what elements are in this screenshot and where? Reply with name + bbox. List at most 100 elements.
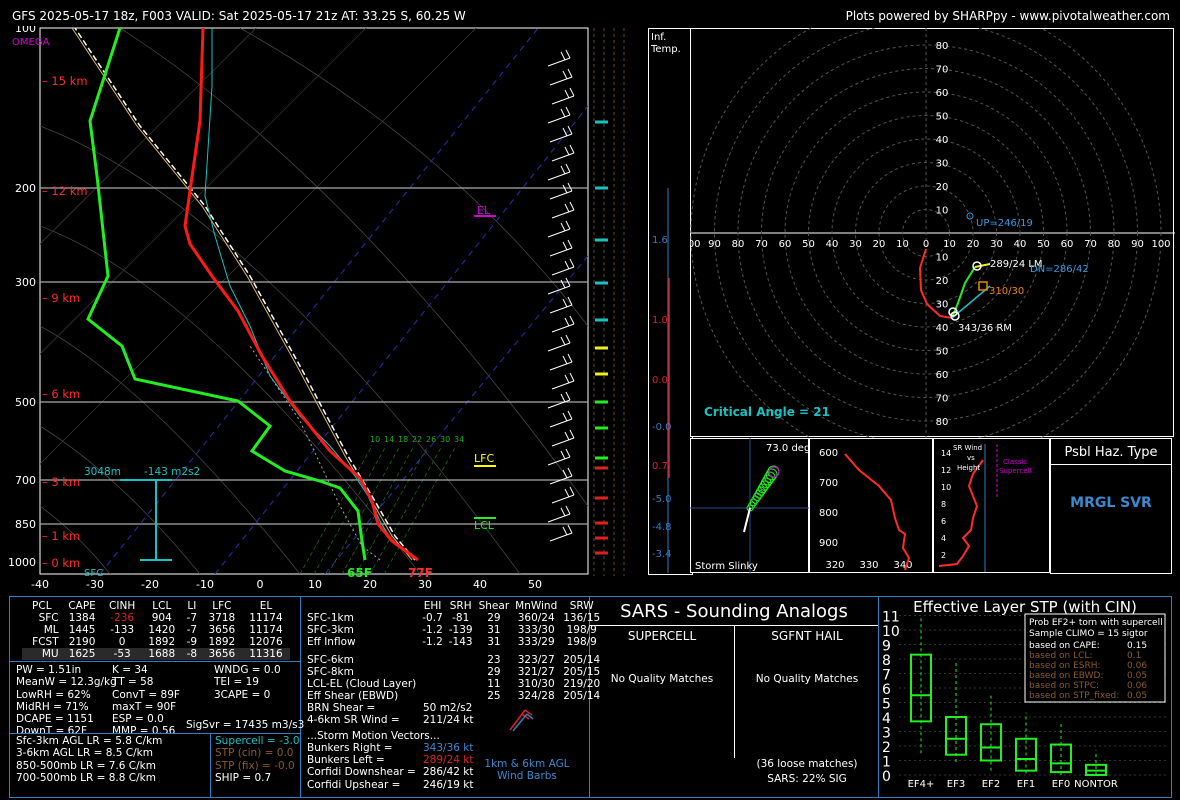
sars-sig: SARS: 22% SIG (767, 773, 847, 785)
sr-y-label: 12 (941, 466, 951, 475)
storm-motion-row: Bunkers Left = 289/24 kt (307, 754, 474, 767)
hodo-ring-label: 10 (936, 253, 949, 264)
sr-y-label: 8 (941, 500, 946, 509)
skewt-chart: 100 200 300 500 700 850 1000 -40 -30 -20 -10 0 10 20… (8, 26, 589, 591)
pressure-label: 850 (15, 518, 36, 531)
hodo-axis-label: 70 (755, 239, 768, 250)
hodo-ring-label: 30 (936, 300, 949, 311)
kinematics-row: Eff Inflow -1.2 -143 31 333/29 198/9 (307, 636, 597, 648)
stp-category-label: EF1 (1017, 779, 1035, 790)
hodo-axis-label: 80 (732, 239, 745, 250)
hodo-axis-label: 100 (690, 239, 701, 250)
stp-legend-label: based on STPC: (1029, 681, 1099, 691)
height-label: – 0 km (42, 556, 80, 570)
sars-title: SARS - Sounding Analogs (620, 601, 848, 622)
pressure-label: 300 (15, 276, 36, 289)
parcel-header: CAPE (68, 600, 96, 612)
indices-left: PW = 1.51in MeanW = 12.3g/kg LowRH = 62% Mi… (16, 664, 117, 738)
indices-right: WNDG = 0.0 TEI = 19 3CAPE = 0 (214, 664, 281, 738)
hodo-axis-label: 10 (943, 239, 956, 250)
kinematics-row: SFC-1km -0.7 -81 29 360/24 136/15 (307, 612, 601, 624)
height-label: – 12 km (42, 184, 88, 198)
mixing-ratio-label: 34 (454, 435, 464, 444)
el-label: EL (477, 204, 491, 217)
index-value: PW = 1.51in (16, 664, 82, 676)
stp-box (1085, 750, 1107, 777)
theta-y-label: 600 (819, 448, 838, 459)
parcel-header: PCL (32, 600, 52, 612)
svg-text:Prob EF2+ torn with supercell: Prob EF2+ torn with supercell (1029, 618, 1163, 628)
stp-y-label: 2 (882, 740, 891, 756)
index-value: MMP = 0.56 (112, 725, 176, 738)
mixing-ratio-label: 22 (412, 435, 422, 444)
hodo-axis-label: 20 (873, 239, 886, 250)
stp-legend-label: based on STP_fixed: (1029, 691, 1119, 701)
critical-angle-label: Critical Angle = 21 (704, 405, 830, 419)
sr-y-label: 4 (941, 534, 946, 543)
stp-y-label: 11 (882, 610, 900, 626)
pressure-label: 1000 (8, 556, 36, 569)
stp-y-label: 10 (882, 624, 900, 640)
sr-y-label: 6 (941, 517, 946, 526)
svg-text:Temp.: Temp. (650, 44, 681, 55)
svg-text:Classic: Classic (1003, 458, 1027, 466)
sars-supercell-heading: SUPERCELL (627, 629, 697, 643)
svg-text:Height: Height (957, 464, 980, 472)
mixing-ratio-label: 26 (426, 435, 436, 444)
hodo-ring-label: 80 (936, 41, 949, 52)
hodo-axis-label: 0 (923, 239, 929, 250)
height-label: – 15 km (42, 74, 88, 88)
stp-category-label: EF4+ (908, 779, 935, 790)
index-value: WNDG = 0.0 (214, 664, 281, 676)
sr-y-label: 2 (941, 551, 946, 560)
infl-value: 1.6 (652, 235, 668, 246)
stp-legend-value: 0.06 (1127, 681, 1147, 691)
skewt-frame (39, 27, 589, 575)
index-value: MeanW = 12.3g/kg (16, 676, 117, 689)
temp-tick-label: 0 (257, 578, 264, 591)
temp-tick-label: 50 (528, 578, 542, 591)
kinematics-row: SFC-8km 29 321/27 205/15 (307, 666, 601, 678)
stp-y-label: 0 (882, 769, 891, 785)
hodo-ring-label: 70 (936, 65, 949, 76)
header-title: GFS 2025-05-17 18z, F003 VALID: Sat 2025… (12, 9, 466, 23)
parcel-table: PCL CAPE CINH LCL LI LFC EL SFC 1384 -236 904 -7 37… (22, 600, 290, 660)
stp-category-label: EF0 (1052, 779, 1070, 790)
temp-tick-label: -10 (196, 578, 214, 591)
hodo-ring-label: 20 (936, 276, 949, 287)
temp-tick-label: 40 (473, 578, 487, 591)
composite-params: Supercell = -3.0 STP (cin) = 0.0 STP (fi… (215, 735, 300, 784)
lapse-rate: 3-6km AGL LR = 8.5 C/km (16, 747, 153, 760)
index-value (214, 701, 281, 713)
parcel-header: LI (187, 600, 197, 612)
stp-category-label: EF2 (982, 779, 1000, 790)
stp-box (910, 616, 932, 754)
theta-y-label: 900 (819, 538, 838, 549)
sars-hail-result: No Quality Matches (755, 673, 859, 685)
stp-legend-value: 0.15 (1127, 641, 1147, 651)
svg-text:Inf.: Inf. (651, 32, 666, 43)
stp-y-label: 6 (882, 682, 891, 698)
infl-value: 0.0 (652, 375, 668, 386)
temp-tick-label: -30 (86, 578, 104, 591)
stp-box (1050, 721, 1072, 775)
hazard-title: Psbl Haz. Type (1051, 445, 1171, 465)
index-value: TT = 58 (112, 676, 154, 689)
hodo-axis-label: 50 (1037, 239, 1050, 250)
hazard-value: MRGL SVR (1070, 495, 1152, 511)
theta-x-label: 340 (893, 560, 912, 571)
hodo-up-label: UP=246/19 (976, 218, 1033, 229)
hodo-ring-label: 60 (936, 370, 949, 381)
hodo-axis-label: 40 (826, 239, 839, 250)
stp-legend-label: based on LCL: (1029, 651, 1092, 661)
hodo-axis-label: 100 (1151, 239, 1170, 250)
infl-value: -5.0 (652, 494, 672, 505)
srh-value-label: -143 m2s2 (144, 466, 200, 478)
hodo-ring-label: 40 (936, 135, 949, 146)
parcel-row: ML 1445 -133 1420 -7 3656 11174 (43, 624, 283, 636)
stp-y-label: 8 (882, 653, 891, 669)
sr-wind-chart: 14 12 10 8 6 4 2 SR Wind vs Height Classic Sup… (933, 438, 1050, 573)
svg-text:vs: vs (967, 454, 975, 462)
index-value: 3CAPE = 0 (214, 688, 271, 701)
hodo-ring-label: 50 (936, 347, 949, 358)
